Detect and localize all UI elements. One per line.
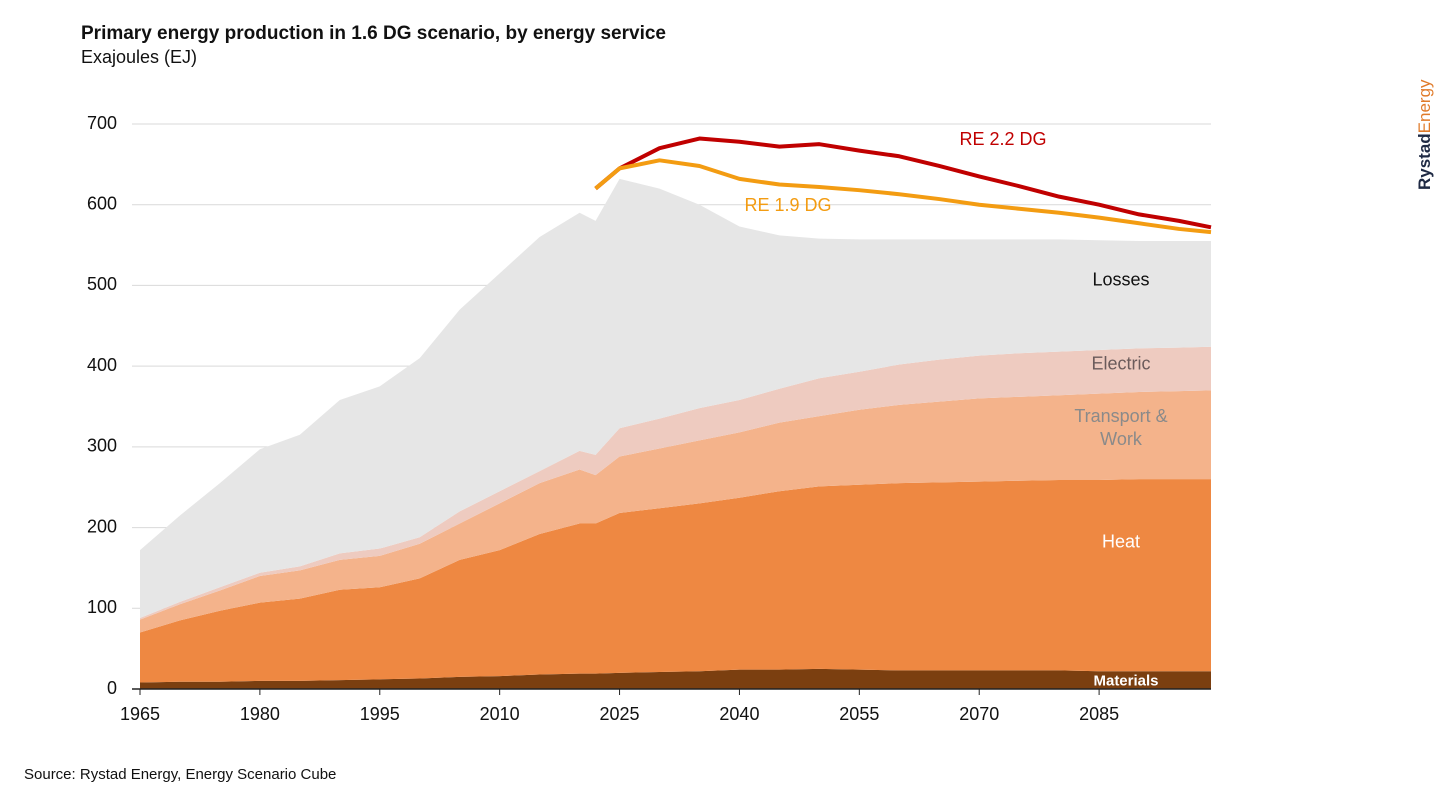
y-tick-label: 300 <box>87 436 117 456</box>
x-tick-label: 2040 <box>719 704 759 724</box>
brand-secondary: Energy <box>1415 79 1434 133</box>
series-label: Heat <box>1101 531 1141 552</box>
area <box>140 346 1211 620</box>
series-label: Losses <box>1092 269 1150 290</box>
y-tick-label: 600 <box>87 193 117 213</box>
y-tick-label: 500 <box>87 274 117 294</box>
x-tick-label: 2070 <box>959 704 999 724</box>
line <box>594 158 1212 235</box>
y-tick-label: 400 <box>87 355 117 375</box>
line-label: RE 1.9 DG <box>744 195 831 215</box>
area <box>140 178 1211 618</box>
x-tick-label: 1980 <box>240 704 280 724</box>
x-tick-label: 2010 <box>480 704 520 724</box>
x-tick-label: 1995 <box>360 704 400 724</box>
chart-title: Primary energy production in 1.6 DG scen… <box>81 23 666 44</box>
line-label: RE 2.2 DG <box>959 129 1046 149</box>
brand-primary: Rystad <box>1415 133 1434 190</box>
y-tick-label: 200 <box>87 516 117 536</box>
y-tick-label: 0 <box>107 678 117 698</box>
chart-subtitle: Exajoules (EJ) <box>81 47 197 67</box>
y-tick-label: 100 <box>87 597 117 617</box>
y-tick-label: 700 <box>87 113 117 133</box>
x-tick-label: 2025 <box>600 704 640 724</box>
source: Source: Rystad Energy, Energy Scenario C… <box>24 766 336 783</box>
line <box>594 136 1212 230</box>
area <box>140 668 1211 689</box>
area <box>140 479 1211 683</box>
x-tick-label: 2085 <box>1079 704 1119 724</box>
series-label: Materials <box>1093 672 1159 690</box>
series-label: Transport & Work <box>1074 406 1168 449</box>
series-label: Electric <box>1091 353 1151 374</box>
brand: RystadEnergy <box>1415 79 1434 190</box>
x-tick-label: 2055 <box>839 704 879 724</box>
area <box>140 390 1211 633</box>
x-tick-label: 1965 <box>120 704 160 724</box>
